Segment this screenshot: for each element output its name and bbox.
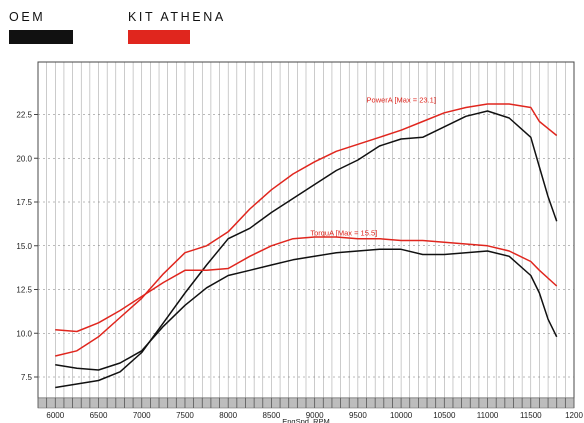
- x-tick-label: 9500: [349, 411, 367, 420]
- x-tick-label: 11500: [520, 411, 542, 420]
- x-axis-label: EngSpd_RPM: [282, 417, 330, 423]
- x-tick-label: 8500: [263, 411, 281, 420]
- series-line-kit-athena-3: [55, 236, 558, 333]
- legend: OEM KIT ATHENA: [0, 10, 584, 50]
- legend-item-kit-athena: KIT ATHENA: [128, 10, 226, 44]
- y-tick-label: 15.0: [16, 242, 32, 251]
- x-tick-label: 6500: [90, 411, 108, 420]
- y-tick-label: 12.5: [16, 286, 32, 295]
- y-tick-label: 10.0: [16, 329, 32, 338]
- y-tick-label: 22.5: [16, 111, 32, 120]
- legend-swatch-kit-athena: [128, 30, 190, 44]
- x-tick-label: 8000: [219, 411, 237, 420]
- series-line-oem-4: [55, 248, 558, 371]
- legend-label-oem: OEM: [9, 10, 46, 24]
- y-tick-label: 17.5: [16, 198, 32, 207]
- y-tick-label: 7.5: [21, 373, 33, 382]
- legend-label-kit-athena: KIT ATHENA: [128, 10, 226, 24]
- x-tick-label: 7000: [133, 411, 151, 420]
- x-tick-label: 9000: [306, 411, 324, 420]
- x-tick-label: 10500: [433, 411, 456, 420]
- x-tick-label: 11000: [477, 411, 499, 420]
- x-tick-label: 7500: [176, 411, 194, 420]
- x-tick-label: 6000: [46, 411, 64, 420]
- x-tick-label: 1200: [565, 411, 583, 420]
- annotation-torque-max: TorquA [Max = 15.5]: [310, 228, 377, 237]
- annotation-power-max: PowerA [Max = 23.1]: [367, 95, 436, 104]
- y-tick-label: 20.0: [16, 154, 32, 163]
- series-line-kit-athena-1: [55, 103, 558, 357]
- legend-swatch-oem: [9, 30, 73, 44]
- x-tick-label: 10000: [390, 411, 413, 420]
- legend-item-oem: OEM: [9, 10, 73, 44]
